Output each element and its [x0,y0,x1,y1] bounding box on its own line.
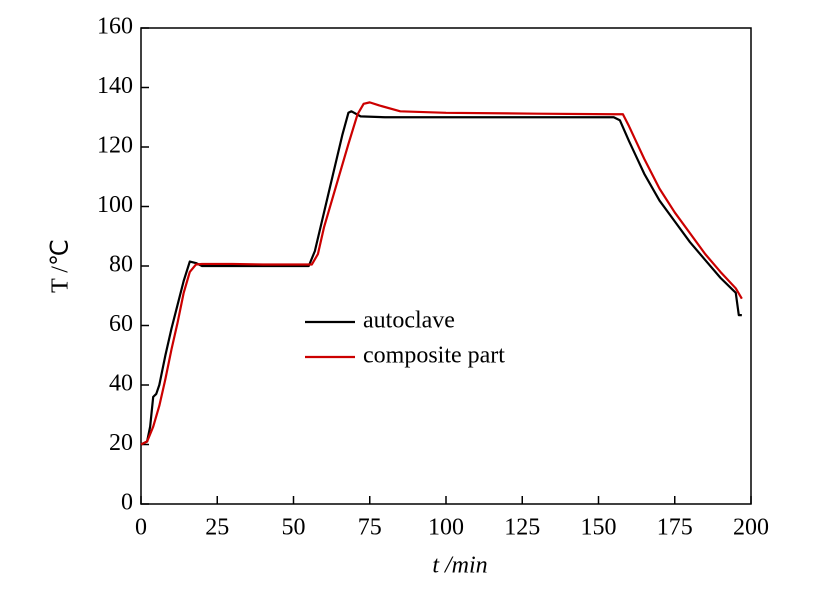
x-tick-label: 25 [205,515,229,541]
y-tick-label: 160 [97,14,133,40]
y-tick-label: 140 [97,73,133,99]
legend-label: composite part [363,343,505,369]
x-axis-label: t /min [432,553,487,579]
y-tick-label: 100 [97,192,133,218]
y-tick-label: 60 [109,311,133,337]
x-tick-label: 125 [504,515,540,541]
x-tick-label: 200 [733,515,769,541]
x-tick-label: 150 [581,515,617,541]
y-tick-label: 120 [97,133,133,159]
y-axis-label: T /℃ [48,239,74,293]
series-line [140,101,743,446]
x-tick-label: 50 [282,515,306,541]
y-tick-label: 20 [109,430,133,456]
y-tick-label: 40 [109,371,133,397]
y-tick-label: 0 [121,490,133,516]
x-tick-label: 100 [428,515,464,541]
x-tick-label: 0 [135,515,147,541]
series-line [140,110,742,446]
x-tick-label: 75 [358,515,382,541]
legend-label: autoclave [363,308,455,334]
x-tick-label: 175 [657,515,693,541]
y-tick-label: 80 [109,252,133,278]
